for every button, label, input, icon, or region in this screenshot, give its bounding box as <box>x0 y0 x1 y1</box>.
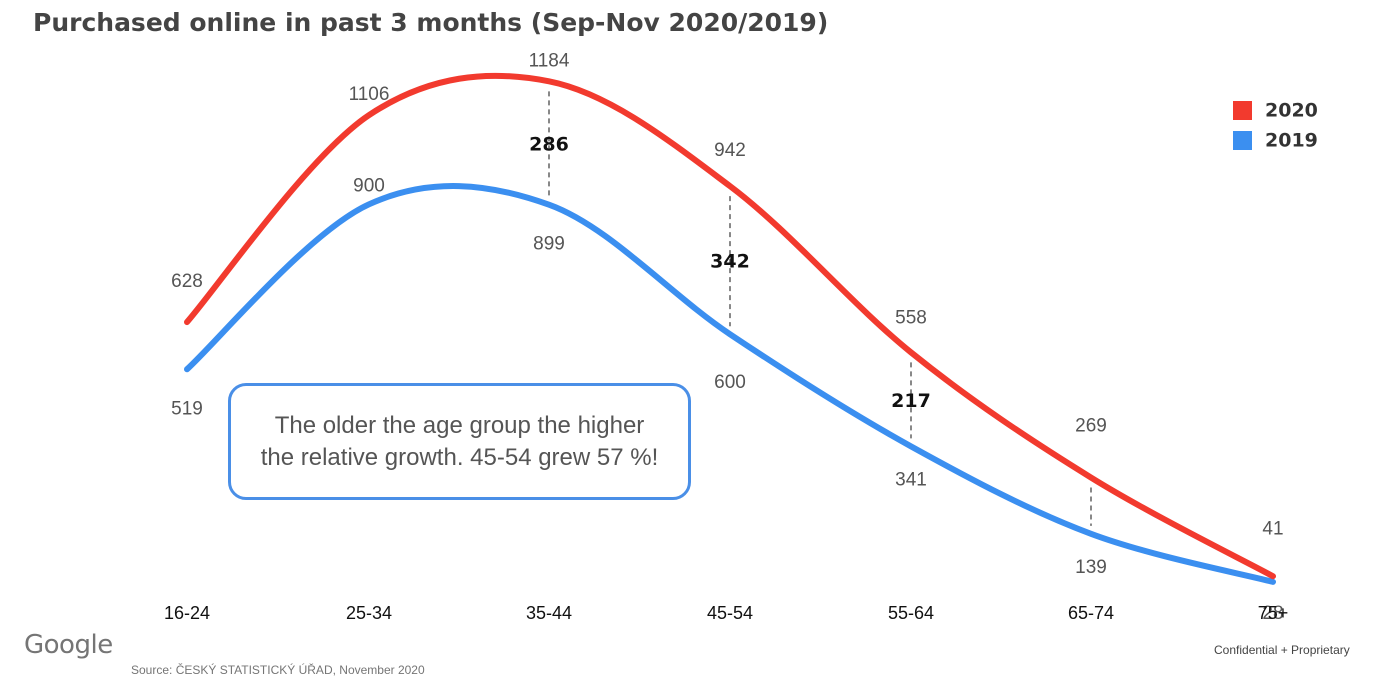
data-label-2020-25-34: 1106 <box>349 84 390 105</box>
series-line-2020 <box>184 72 1276 580</box>
data-label-2020-55-64: 558 <box>895 307 927 328</box>
x-tick-label-75+: 75+ <box>1258 603 1289 623</box>
page-title: Purchased online in past 3 months (Sep-N… <box>33 8 829 37</box>
data-label-2019-75+: 28 <box>1262 603 1283 624</box>
gap-label-55-64: 217 <box>891 390 931 412</box>
x-tick-label-16-24: 16-24 <box>164 603 210 623</box>
legend-swatch-2019 <box>1233 131 1252 150</box>
legend-label-2019: 2019 <box>1265 130 1318 152</box>
gap-connectors <box>548 91 1092 526</box>
gap-label-35-44: 286 <box>529 134 569 156</box>
data-label-2020-35-44: 1184 <box>529 50 570 71</box>
legend: 2020 2019 <box>1233 100 1318 152</box>
series-line-2019 <box>184 183 1276 585</box>
x-axis: 16-24 25-34 35-44 45-54 55-64 65-74 75+ <box>164 603 1288 623</box>
data-label-2019-25-34: 900 <box>353 175 385 196</box>
data-label-2019-35-44: 899 <box>533 234 565 255</box>
x-tick-label-35-44: 35-44 <box>526 603 572 623</box>
x-tick-label-25-34: 25-34 <box>346 603 392 623</box>
data-label-2019-45-54: 600 <box>714 372 746 393</box>
data-label-2019-16-24: 519 <box>171 398 203 419</box>
x-tick-label-65-74: 65-74 <box>1068 603 1114 623</box>
google-logo: Google <box>24 630 113 660</box>
x-tick-label-45-54: 45-54 <box>707 603 753 623</box>
data-label-2020-65-74: 269 <box>1075 416 1107 437</box>
confidential-note: Confidential + Proprietary <box>1214 643 1350 657</box>
legend-swatch-2020 <box>1233 101 1252 120</box>
data-label-2020-75+: 41 <box>1262 518 1283 539</box>
data-label-2020-16-24: 628 <box>171 271 203 292</box>
data-label-2019-65-74: 139 <box>1075 557 1107 578</box>
data-label-2020-45-54: 942 <box>714 140 746 161</box>
callout-box: The older the age group the higher the r… <box>228 383 691 500</box>
gap-label-45-54: 342 <box>710 251 750 273</box>
source-note: Source: ČESKÝ STATISTICKÝ ÚŘAD, November… <box>131 663 425 677</box>
data-label-2019-55-64: 341 <box>895 469 927 490</box>
series-lines <box>184 72 1276 585</box>
x-tick-label-55-64: 55-64 <box>888 603 934 623</box>
data-labels: 628 1106 1184 942 558 269 41 519 900 899 600 341 139… <box>171 50 1283 624</box>
legend-label-2020: 2020 <box>1265 100 1318 122</box>
callout-text: The older the age group the higher the r… <box>260 412 659 471</box>
